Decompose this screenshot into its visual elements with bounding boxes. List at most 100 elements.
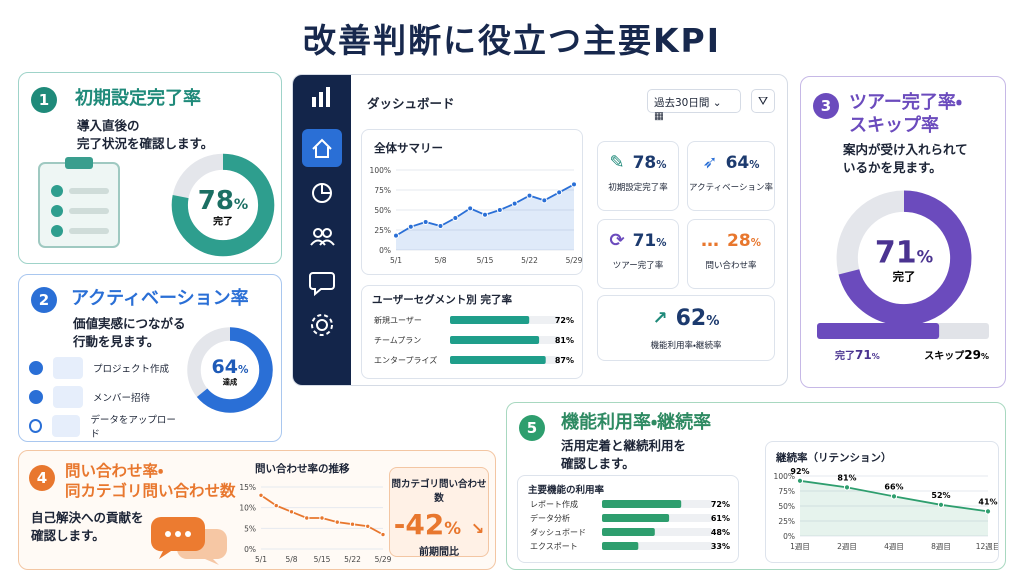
donut-value: 64% [212, 356, 249, 378]
callout-value: -42% ↘ [393, 508, 485, 541]
line: 自己解決への貢献を [31, 510, 144, 525]
bar [817, 323, 940, 339]
data-label: 72% [555, 316, 574, 325]
step: プロジェクト作成 [29, 355, 179, 381]
x-tick-label: 5/15 [314, 555, 331, 564]
kpi-tile: ➶ 64% アクティベーション率 [687, 141, 775, 211]
bar [602, 528, 655, 536]
callout: 問カテゴリ問い合わせ数 -42% ↘ 前期間比 [389, 467, 489, 558]
card-title: 問い合わせ率・ 同カテゴリ問い合わせ数 [65, 461, 236, 501]
line: 確認します。 [31, 528, 105, 543]
step-label: プロジェクト作成 [93, 364, 170, 375]
callout-title: 問カテゴリ問い合わせ数 [391, 479, 487, 504]
donut-arc [187, 327, 273, 413]
data-label: 61% [711, 514, 730, 523]
card-description: 案内が受け入れられて いるかを見ます。 [843, 141, 968, 177]
point [365, 523, 371, 529]
filter-button[interactable]: ⛛ [751, 89, 775, 113]
x-tick-label: 5/8 [285, 555, 297, 564]
line: 価値実感につながる [73, 316, 186, 331]
x-tick-label: 4週目 [884, 541, 904, 551]
label: スキップ [924, 349, 965, 362]
value: 28 [727, 230, 751, 251]
donut-value: 78% [198, 186, 249, 216]
point [984, 508, 992, 515]
y-tick-label: 25% [374, 226, 391, 235]
unit: % [917, 248, 934, 267]
y-tick-label: 10% [239, 504, 256, 513]
step-check [29, 361, 43, 375]
donut-label: 達成 [223, 377, 238, 386]
kpi-value: 28% [727, 231, 761, 251]
dashboard: ダッシュボード 過去30日間 ⌄ ▦ ⛛ 全体サマリー 0% 25% 50% 75% 1… [292, 74, 788, 386]
unit: % [238, 364, 249, 376]
card-activation: 2 アクティベーション率 価値実感につながる 行動を見ます。 プロジェクト作成 メン… [18, 274, 282, 442]
line: 行動を見ます。 [73, 334, 160, 349]
bar [450, 336, 540, 344]
point [380, 531, 386, 538]
kpi-tile: … 28% 問い合わせ率 [687, 219, 775, 289]
point [511, 200, 518, 207]
data-label: 72% [711, 500, 730, 509]
step: データをアップロード [29, 413, 179, 440]
point [937, 501, 945, 508]
chart-title: ユーザーセグメント別 完了率 [372, 294, 512, 306]
retention-card: 継続率（リテンション） 0% 25% 50% 75% 100% 1週目 2週目 4週目 8週目 1… [765, 441, 999, 563]
kpi-tile: ⟳ 71% ツアー完了率 [597, 219, 679, 289]
summary-card: 全体サマリー 0% 25% 50% 75% 100% 5/1 5/8 5/15 5/22 5/29 [361, 129, 583, 275]
card-setup: 1 初期設定完了率 導入直後の 完了状況を確認します。 78% 完了 [18, 72, 282, 264]
x-tick-label: 5/22 [521, 256, 538, 265]
data-label: 81% [837, 473, 856, 482]
kpi-icon: … [701, 230, 720, 251]
kpi-icon: ↗ [652, 308, 668, 329]
legend: スキップ29% [924, 348, 989, 362]
line: ツアー完了率・ [849, 92, 963, 113]
x-tick-label: 5/29 [375, 555, 392, 564]
chart-title: 問い合わせ率の推移 [255, 463, 350, 475]
kpi-label: アクティベーション率 [689, 183, 773, 193]
kpi-label: 問い合わせ率 [705, 261, 757, 271]
y-tick-label: 100% [370, 166, 391, 175]
kpi-value: 64% [726, 153, 760, 173]
category-label: レポート作成 [530, 499, 578, 509]
point [452, 215, 459, 221]
kpi-row: ➶ 64% [688, 152, 774, 173]
card-description: 自己解決への貢献を 確認します。 [31, 509, 144, 545]
point [349, 521, 356, 527]
donut-arc [171, 153, 275, 257]
x-tick-label: 5/29 [566, 256, 582, 265]
unit: % [656, 159, 667, 171]
point [571, 181, 577, 188]
x-tick-label: 1週目 [790, 541, 810, 551]
card-title: 初期設定完了率 [75, 88, 201, 109]
y-tick-label: 75% [778, 487, 795, 496]
x-tick-label: 5/8 [434, 256, 446, 265]
point [334, 519, 340, 525]
point [273, 502, 279, 509]
value: 78 [198, 186, 234, 216]
unit: % [872, 352, 880, 361]
value: 62 [675, 306, 707, 331]
point [393, 232, 399, 239]
line: 導入直後の [77, 118, 140, 133]
kpi-value: 62% [676, 306, 720, 331]
value: 78 [632, 152, 657, 173]
kpi-icon: ⟳ [609, 230, 625, 251]
donut: 78%完了 [171, 153, 275, 257]
data-label: 48% [711, 528, 730, 537]
period-select[interactable]: 過去30日間 ⌄ ▦ [647, 89, 741, 122]
kpi-label: 初期設定完了率 [608, 183, 668, 193]
data-label: 92% [790, 467, 809, 476]
split-bar: 完了71% スキップ29% [817, 323, 989, 362]
speech-icon [150, 517, 227, 565]
x-tick-label: 8週目 [931, 541, 951, 551]
kpi-icon: ✎ [609, 152, 625, 173]
card-title: アクティベーション率 [71, 288, 249, 309]
line: 確認します。 [561, 456, 635, 471]
line: 問い合わせ率・ [65, 462, 164, 480]
category-label: 新規ユーザー [374, 315, 422, 325]
x-tick-label: 5/22 [344, 555, 361, 564]
callout-note: 前期間比 [419, 547, 459, 558]
card-inquiry: 4 問い合わせ率・ 同カテゴリ問い合わせ数 自己解決への貢献を 確認します。 問い合… [18, 450, 496, 570]
